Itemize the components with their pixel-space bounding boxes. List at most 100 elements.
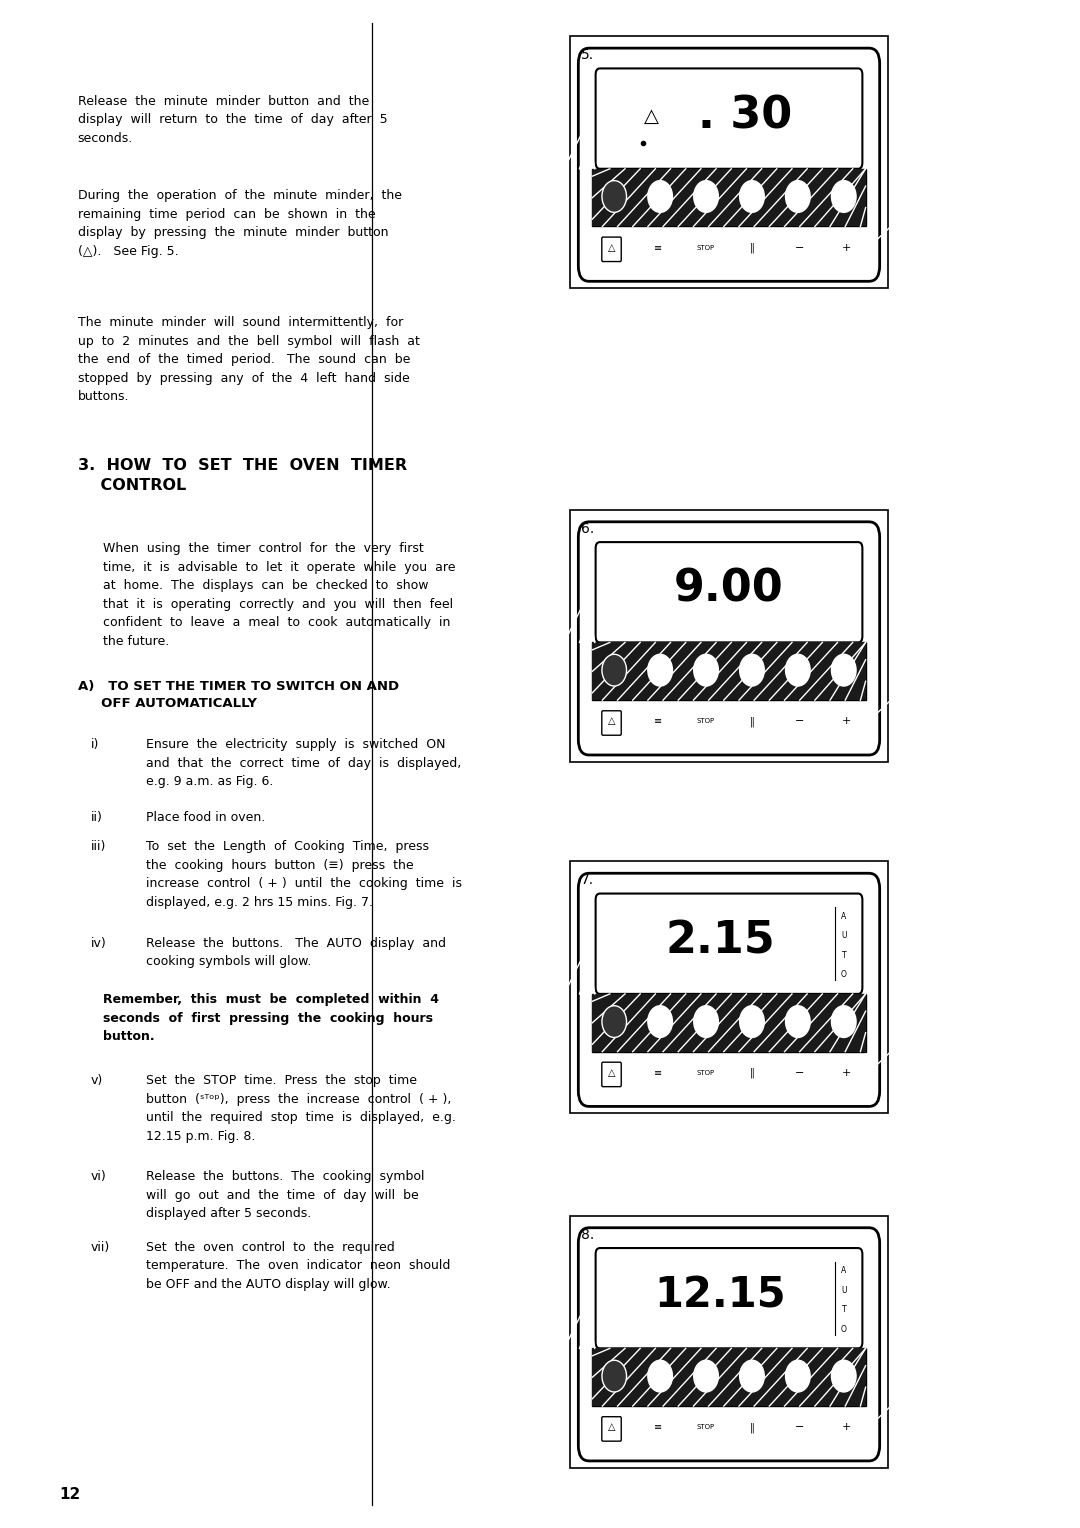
Text: A: A (841, 1267, 847, 1276)
FancyBboxPatch shape (570, 35, 888, 287)
Text: ≡: ≡ (654, 1423, 662, 1432)
Text: STOP: STOP (697, 1070, 715, 1076)
FancyBboxPatch shape (579, 47, 880, 281)
Text: 7.: 7. (581, 874, 594, 888)
Text: U: U (841, 931, 847, 940)
FancyBboxPatch shape (579, 1229, 880, 1461)
Ellipse shape (693, 180, 718, 212)
Ellipse shape (648, 1005, 673, 1038)
Ellipse shape (785, 654, 810, 686)
FancyBboxPatch shape (579, 874, 880, 1106)
Ellipse shape (832, 1360, 856, 1392)
Text: ii): ii) (91, 811, 103, 825)
FancyBboxPatch shape (596, 894, 863, 993)
Text: 12.15: 12.15 (654, 1274, 786, 1316)
Text: STOP: STOP (697, 1424, 715, 1430)
Ellipse shape (832, 180, 856, 212)
Ellipse shape (648, 1360, 673, 1392)
Ellipse shape (648, 654, 673, 686)
Ellipse shape (832, 654, 856, 686)
FancyBboxPatch shape (596, 69, 863, 168)
Text: Place food in oven.: Place food in oven. (146, 811, 265, 825)
Text: −: − (795, 1423, 805, 1432)
Text: vi): vi) (91, 1170, 107, 1184)
Bar (593, 168, 866, 226)
Text: 3.  HOW  TO  SET  THE  OVEN  TIMER
    CONTROL: 3. HOW TO SET THE OVEN TIMER CONTROL (78, 458, 407, 492)
Text: ‖: ‖ (750, 717, 755, 727)
Ellipse shape (693, 654, 718, 686)
Ellipse shape (785, 1005, 810, 1038)
Text: 9.00: 9.00 (674, 568, 784, 611)
Text: O: O (841, 1325, 847, 1334)
Text: T: T (841, 1305, 847, 1314)
Ellipse shape (785, 180, 810, 212)
Text: A)   TO SET THE TIMER TO SWITCH ON AND
     OFF AUTOMATICALLY: A) TO SET THE TIMER TO SWITCH ON AND OFF… (78, 680, 399, 711)
Text: During  the  operation  of  the  minute  minder,  the
remaining  time  period  c: During the operation of the minute minde… (78, 189, 402, 258)
Text: △: △ (608, 243, 616, 252)
Text: ≡: ≡ (654, 1068, 662, 1077)
Text: △: △ (608, 1068, 616, 1077)
Bar (593, 168, 866, 226)
Text: ≡: ≡ (654, 717, 662, 726)
Text: To  set  the  Length  of  Cooking  Time,  press
the  cooking  hours  button  (≡): To set the Length of Cooking Time, press… (146, 840, 462, 909)
Text: +: + (841, 1423, 851, 1432)
Text: △: △ (644, 107, 659, 127)
Ellipse shape (602, 654, 626, 686)
Bar (593, 642, 866, 700)
Text: vii): vii) (91, 1241, 110, 1254)
Text: 12: 12 (59, 1487, 81, 1502)
Text: −: − (795, 243, 805, 252)
Bar (593, 1348, 866, 1406)
Ellipse shape (740, 180, 765, 212)
FancyBboxPatch shape (596, 1248, 863, 1348)
Text: Ensure  the  electricity  supply  is  switched  ON
and  that  the  correct  time: Ensure the electricity supply is switche… (146, 738, 461, 788)
Ellipse shape (740, 1005, 765, 1038)
Text: △: △ (608, 1423, 616, 1432)
Bar (593, 993, 866, 1051)
Text: △: △ (608, 717, 616, 726)
Text: 2.15: 2.15 (665, 920, 775, 963)
Text: Release  the  buttons.  The  cooking  symbol
will  go  out  and  the  time  of  : Release the buttons. The cooking symbol … (146, 1170, 424, 1221)
Ellipse shape (740, 1360, 765, 1392)
Text: STOP: STOP (697, 244, 715, 251)
Text: O: O (841, 970, 847, 979)
Text: The  minute  minder  will  sound  intermittently,  for
up  to  2  minutes  and  : The minute minder will sound intermitten… (78, 316, 420, 403)
Ellipse shape (693, 1360, 718, 1392)
Text: ≡: ≡ (654, 243, 662, 252)
Text: v): v) (91, 1074, 103, 1088)
Text: 5.: 5. (581, 47, 594, 63)
Text: Release  the  buttons.   The  AUTO  display  and
cooking symbols will glow.: Release the buttons. The AUTO display an… (146, 937, 446, 969)
Text: iii): iii) (91, 840, 106, 854)
Ellipse shape (832, 1005, 856, 1038)
Bar (593, 1348, 866, 1406)
Text: ‖: ‖ (750, 1423, 755, 1433)
Bar (593, 642, 866, 700)
Text: 8.: 8. (581, 1229, 594, 1242)
Text: +: + (841, 1068, 851, 1077)
Text: Release  the  minute  minder  button  and  the
display  will  return  to  the  t: Release the minute minder button and the… (78, 95, 388, 145)
Text: iv): iv) (91, 937, 107, 950)
Ellipse shape (602, 1005, 626, 1038)
Text: −: − (795, 1068, 805, 1077)
Text: −: − (795, 717, 805, 726)
FancyBboxPatch shape (570, 1216, 888, 1467)
Text: Remember,  this  must  be  completed  within  4
seconds  of  first  pressing  th: Remember, this must be completed within … (103, 993, 438, 1044)
FancyBboxPatch shape (579, 523, 880, 755)
Text: U: U (841, 1285, 847, 1294)
Text: A: A (841, 912, 847, 921)
Ellipse shape (602, 180, 626, 212)
Text: +: + (841, 717, 851, 726)
Text: +: + (841, 243, 851, 252)
Text: i): i) (91, 738, 99, 752)
Ellipse shape (648, 180, 673, 212)
Text: . 30: . 30 (698, 95, 793, 138)
Text: Set  the  oven  control  to  the  required
temperature.  The  oven  indicator  n: Set the oven control to the required tem… (146, 1241, 450, 1291)
Text: ‖: ‖ (750, 1068, 755, 1079)
Text: T: T (841, 950, 847, 960)
Text: When  using  the  timer  control  for  the  very  first
time,  it  is  advisable: When using the timer control for the ver… (103, 542, 455, 648)
Ellipse shape (740, 654, 765, 686)
Ellipse shape (602, 1360, 626, 1392)
Text: 6.: 6. (581, 521, 594, 536)
Ellipse shape (785, 1360, 810, 1392)
Ellipse shape (693, 1005, 718, 1038)
